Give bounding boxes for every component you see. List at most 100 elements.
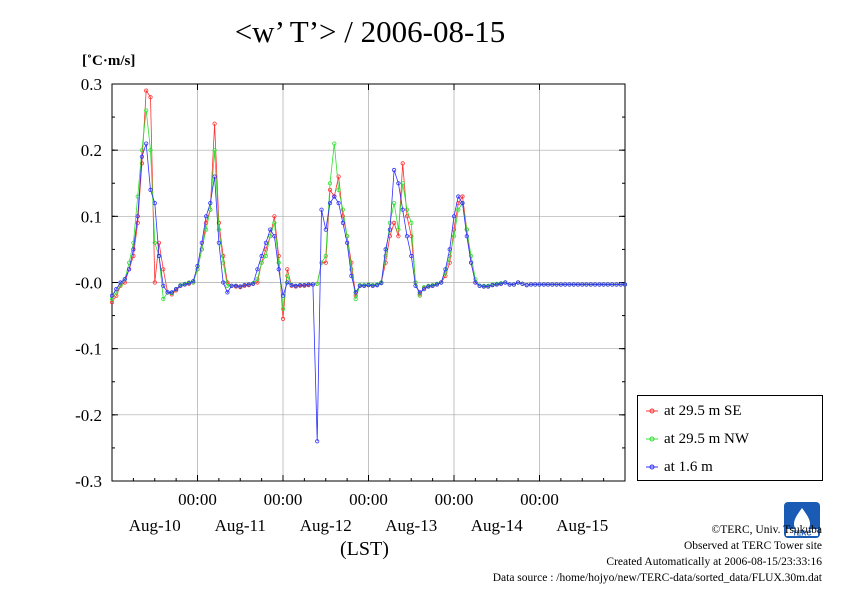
data-point: [152, 280, 157, 285]
data-point: [276, 260, 281, 265]
data-point: [285, 273, 290, 278]
data-point: [259, 253, 264, 259]
data-point: [391, 201, 397, 206]
data-point: [554, 282, 559, 287]
y-tick-label: -0.2: [75, 406, 102, 425]
legend-label-nw: at 29.5 m NW: [664, 430, 749, 447]
data-point: [272, 214, 277, 219]
data-point: [216, 240, 221, 245]
data-point: [323, 253, 328, 259]
data-point: [562, 282, 568, 287]
data-point: [550, 282, 555, 287]
data-point: [409, 253, 414, 259]
y-tick-label: 0.2: [81, 141, 102, 160]
data-point: [242, 282, 247, 288]
grid-lines: [112, 84, 625, 481]
data-point: [319, 260, 324, 265]
data-point: [383, 247, 388, 252]
data-point: [580, 282, 585, 287]
data-point: [349, 273, 354, 278]
legend-label-low: at 1.6 m: [664, 458, 713, 475]
y-axis-unit-label: [˚C·m/s]: [82, 53, 136, 69]
data-point: [289, 282, 294, 288]
chart-title: <w’ T’> / 2006-08-15: [234, 14, 506, 49]
data-point: [391, 220, 397, 225]
data-point: [490, 282, 495, 288]
data-point: [468, 260, 474, 265]
data-point: [464, 227, 469, 232]
data-point: [404, 214, 410, 219]
y-axis: 0.3 0.2 0.1 -0.0 -0.1 -0.2 -0.3: [75, 75, 625, 491]
data-point: [413, 283, 418, 288]
data-point: [199, 247, 204, 252]
x-date-label: Aug-15: [556, 516, 608, 535]
data-point: [310, 282, 315, 287]
data-point: [353, 290, 358, 295]
data-point: [139, 148, 144, 153]
legend-item-se: at 29.5 m SE: [646, 401, 742, 421]
data-point: [592, 282, 598, 287]
legend-item-low: at 1.6 m: [646, 457, 713, 477]
data-point: [357, 283, 362, 288]
data-point: [280, 306, 286, 312]
data-point: [391, 167, 397, 173]
data-point: [409, 234, 414, 239]
data-point: [272, 234, 277, 239]
data-point: [451, 234, 457, 239]
data-point: [349, 267, 354, 272]
credit-source: Data source : /home/hojyo/new/TERC-data/…: [492, 572, 822, 584]
data-point: [225, 290, 230, 295]
x-tick-label: 00:00: [264, 490, 303, 509]
data-point: [251, 281, 256, 286]
series-layer: [109, 88, 628, 444]
data-point: [144, 108, 149, 113]
data-point: [268, 227, 273, 232]
data-point: [421, 286, 427, 292]
data-point: [169, 290, 174, 295]
data-point: [417, 290, 422, 295]
data-point: [537, 282, 542, 287]
data-point: [221, 260, 226, 265]
data-point: [255, 277, 260, 282]
data-point: [148, 148, 153, 153]
data-point: [353, 296, 358, 302]
data-point: [285, 280, 290, 285]
data-point: [396, 181, 401, 186]
data-point: [118, 280, 123, 285]
data-point: [263, 240, 268, 245]
data-point: [584, 282, 589, 287]
data-point: [477, 283, 482, 288]
x-date-label: Aug-10: [129, 516, 181, 535]
x-date-label: Aug-14: [471, 516, 523, 535]
data-point: [362, 283, 367, 288]
data-point: [280, 316, 286, 321]
data-point: [263, 253, 268, 259]
data-point: [409, 220, 414, 225]
data-point: [276, 267, 281, 272]
data-point: [468, 253, 474, 259]
data-point: [161, 296, 166, 302]
data-point: [383, 253, 388, 259]
data-point: [229, 283, 234, 288]
data-point: [109, 293, 115, 298]
data-point: [520, 281, 525, 286]
data-point: [486, 284, 491, 289]
data-point: [327, 181, 333, 186]
data-point: [212, 121, 217, 126]
data-point: [302, 282, 307, 288]
legend-marker-se: [646, 408, 658, 414]
data-point: [400, 207, 405, 212]
legend-item-nw: at 29.5 m NW: [646, 429, 749, 449]
data-point: [575, 282, 581, 287]
data-point: [191, 279, 196, 284]
data-point: [404, 207, 410, 212]
data-point: [122, 277, 127, 282]
data-point: [233, 283, 239, 288]
data-point: [503, 280, 508, 285]
x-axis-unit-label: (LST): [340, 538, 389, 560]
data-point: [571, 282, 576, 287]
data-point: [174, 286, 179, 292]
data-point: [161, 283, 166, 288]
data-point: [246, 282, 251, 287]
data-point: [221, 280, 226, 285]
